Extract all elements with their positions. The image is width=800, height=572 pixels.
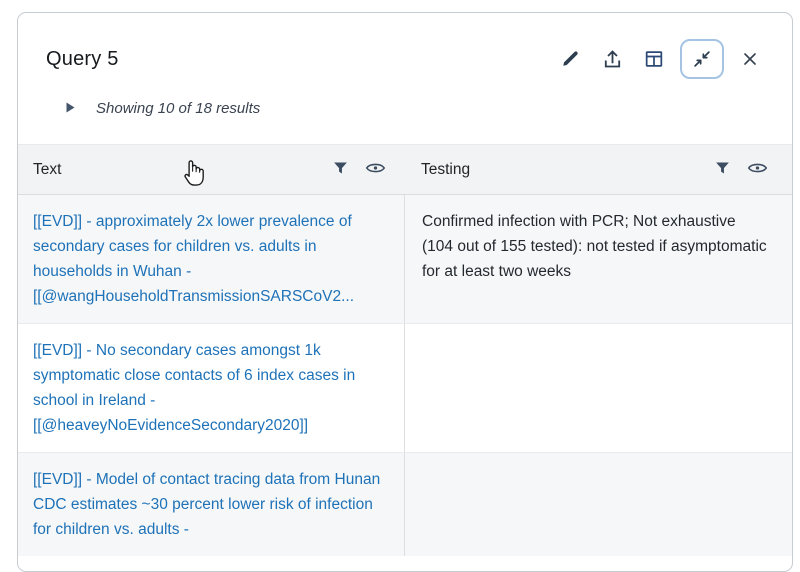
filter-button[interactable]: [332, 159, 349, 180]
toolbar: [554, 39, 766, 79]
results-table: Text: [18, 144, 792, 556]
panel-header: Query 5: [18, 13, 792, 79]
collapse-button[interactable]: [680, 39, 724, 79]
table-header-row: Text: [18, 144, 792, 195]
table-row: [[EVD]] - approximately 2x lower prevale…: [18, 195, 792, 323]
column-header-text: Text: [18, 145, 404, 194]
expand-results-toggle[interactable]: [63, 102, 77, 116]
filter-button[interactable]: [714, 159, 731, 180]
page-title: Query 5: [46, 47, 119, 70]
column-header-icons: [332, 159, 386, 180]
result-text-cell[interactable]: [[EVD]] - approximately 2x lower prevale…: [33, 213, 354, 305]
triangle-right-icon: [64, 101, 76, 117]
column-label: Testing: [421, 160, 471, 178]
query-results-panel: Query 5: [17, 12, 793, 572]
testing-cell[interactable]: Confirmed infection with PCR; Not exhaus…: [404, 195, 792, 323]
result-text-cell[interactable]: [[EVD]] - No secondary cases amongst 1k …: [33, 342, 356, 434]
collapse-arrows-icon: [691, 48, 713, 70]
edit-button[interactable]: [554, 43, 586, 75]
close-button[interactable]: [734, 43, 766, 75]
table-row: [[EVD]] - No secondary cases amongst 1k …: [18, 323, 792, 452]
table-view-button[interactable]: [638, 43, 670, 75]
close-icon: [740, 49, 760, 69]
table-icon: [643, 48, 665, 70]
filter-icon: [332, 159, 349, 180]
results-summary-row: Showing 10 of 18 results: [18, 100, 792, 117]
testing-cell[interactable]: [404, 324, 792, 452]
table-row: [[EVD]] - Model of contact tracing data …: [18, 452, 792, 556]
column-label: Text: [33, 160, 62, 178]
eye-icon: [365, 160, 386, 179]
visibility-button[interactable]: [365, 160, 386, 179]
upload-icon: [601, 48, 624, 71]
result-text-cell[interactable]: [[EVD]] - Model of contact tracing data …: [33, 471, 381, 538]
column-header-icons: [714, 159, 768, 180]
filter-icon: [714, 159, 731, 180]
pencil-icon: [559, 48, 581, 70]
visibility-button[interactable]: [747, 160, 768, 179]
results-summary: Showing 10 of 18 results: [96, 100, 261, 117]
column-header-testing: Testing: [404, 145, 792, 194]
export-button[interactable]: [596, 43, 628, 75]
testing-cell[interactable]: [404, 453, 792, 556]
eye-icon: [747, 160, 768, 179]
